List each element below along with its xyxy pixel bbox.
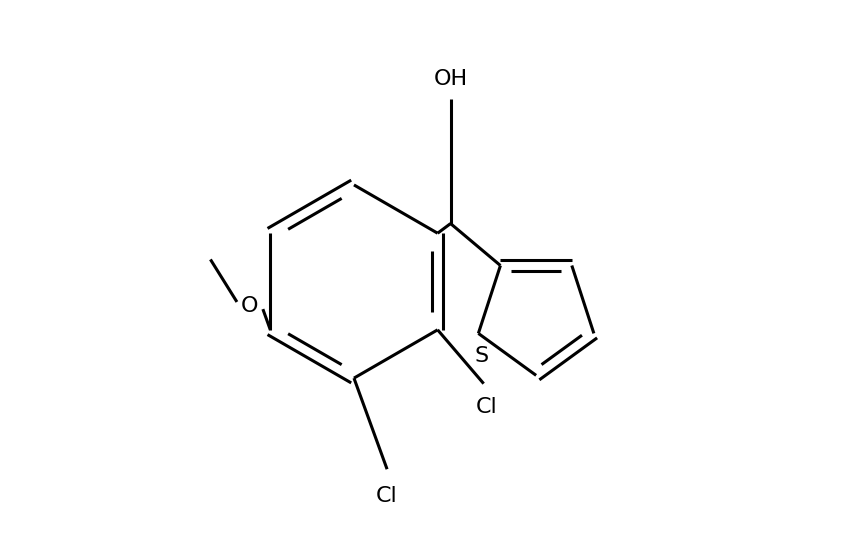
Text: S: S	[474, 346, 488, 365]
Text: Cl: Cl	[476, 397, 497, 417]
Text: OH: OH	[433, 70, 468, 89]
Text: O: O	[240, 296, 258, 316]
Text: Cl: Cl	[376, 486, 398, 506]
